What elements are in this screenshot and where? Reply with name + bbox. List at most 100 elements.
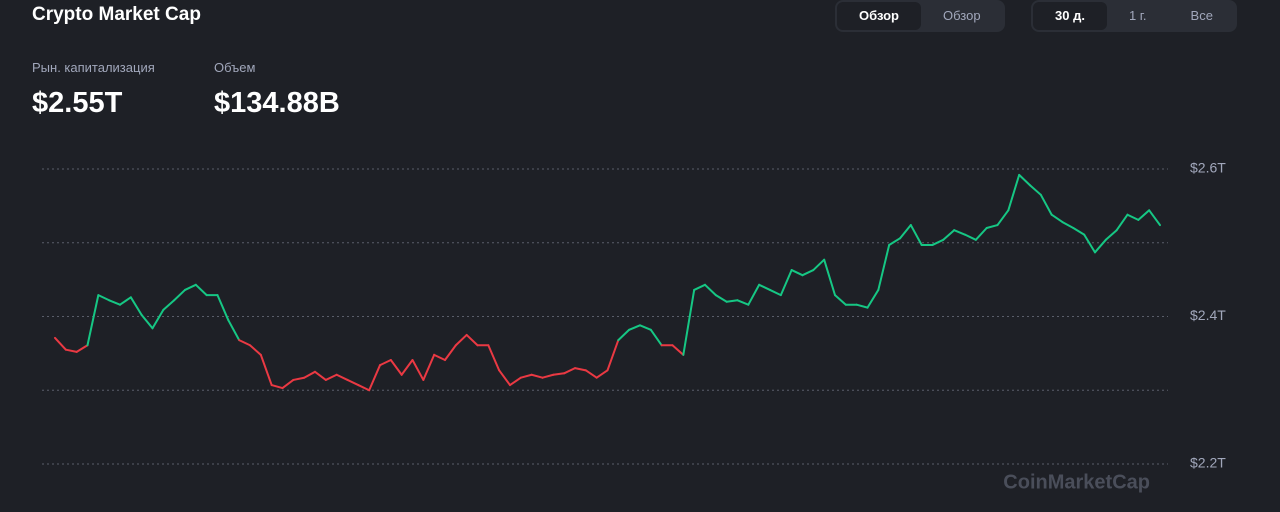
line-segment <box>1094 238 1107 254</box>
line-segment <box>97 294 111 302</box>
line-segment <box>238 339 251 347</box>
line-segment <box>129 296 143 317</box>
line-segment <box>281 378 295 390</box>
line-segment <box>314 370 327 381</box>
line-segment <box>1007 173 1021 212</box>
line-segment <box>823 258 836 297</box>
tab[interactable]: Обзор <box>943 8 981 23</box>
view-tabs: Обзор Обзор <box>835 0 1005 32</box>
line-segment <box>790 269 804 277</box>
line-segment <box>379 359 392 367</box>
line-segment <box>249 344 262 356</box>
stat-label: Рын. капитализация <box>32 60 155 75</box>
line-segment <box>227 319 241 342</box>
line-segment <box>1039 193 1053 216</box>
line-segment <box>584 369 598 379</box>
line-segment <box>855 303 869 309</box>
line-segment <box>563 367 576 375</box>
line-segment <box>1050 213 1064 224</box>
line-segment <box>162 299 176 311</box>
line-segment <box>1061 221 1075 229</box>
line-segment <box>454 333 468 347</box>
line-segment <box>335 373 349 381</box>
line-segment <box>682 288 696 356</box>
line-segment <box>400 359 414 376</box>
line-segment <box>411 359 425 381</box>
line-segment <box>346 378 360 387</box>
tab[interactable]: Все <box>1190 8 1213 23</box>
line-segment <box>639 324 652 331</box>
line-segment <box>541 373 555 379</box>
line-segment <box>1029 184 1042 196</box>
line-segment <box>747 283 761 306</box>
line-segment <box>54 336 67 351</box>
line-segment <box>259 353 273 387</box>
y-tick-label: $2.6T <box>1190 160 1226 176</box>
tab[interactable]: 30 д. <box>1033 2 1107 30</box>
line-segment <box>422 353 436 381</box>
line-segment <box>779 269 793 297</box>
line-segment <box>909 224 923 246</box>
stat-label: Объем <box>214 60 256 75</box>
line-segment <box>899 224 912 240</box>
tab[interactable]: 1 г. <box>1128 8 1147 23</box>
line-segment <box>606 339 620 372</box>
line-segment <box>216 294 230 322</box>
line-segment <box>996 209 1010 227</box>
line-segment <box>140 314 154 330</box>
line-segment <box>184 283 197 291</box>
line-segment <box>758 283 771 291</box>
line-segment <box>433 353 446 362</box>
line-segment <box>173 288 186 302</box>
line-segment <box>1115 213 1129 232</box>
y-tick-label: $2.2T <box>1190 455 1226 471</box>
line-segment <box>465 333 479 347</box>
line-segment <box>1148 209 1161 227</box>
line-segment <box>974 227 988 241</box>
line-segment <box>64 348 78 353</box>
line-segment <box>1137 209 1151 221</box>
line-segment <box>108 299 121 306</box>
range-tabs: 30 д. 1 г. Все <box>1031 0 1237 32</box>
line-segment <box>888 237 901 246</box>
line-segment <box>812 258 826 272</box>
stat-value: $134.88B <box>214 87 340 119</box>
line-segment <box>1104 229 1118 241</box>
line-segment <box>519 373 533 379</box>
line-segment <box>953 229 966 236</box>
line-segment <box>1072 227 1086 236</box>
line-segment <box>574 367 587 372</box>
y-tick-label: $2.4T <box>1190 307 1226 323</box>
line-segment <box>985 224 999 229</box>
line-segment <box>942 229 956 241</box>
line-segment <box>487 344 501 372</box>
line-segment <box>498 369 511 387</box>
line-segment <box>509 376 522 387</box>
line-segment <box>119 296 132 306</box>
line-segment <box>693 283 706 291</box>
tab[interactable]: Обзор <box>837 2 921 30</box>
line-segment <box>368 364 381 392</box>
watermark: CoinMarketCap <box>1003 471 1150 493</box>
line-segment <box>671 344 685 356</box>
line-segment <box>931 238 945 246</box>
line-segment <box>1083 233 1096 254</box>
line-segment <box>877 243 891 291</box>
line-segment <box>617 328 631 342</box>
line-segment <box>389 359 403 376</box>
line-segment <box>324 373 338 381</box>
line-segment <box>292 376 306 381</box>
line-segment <box>270 384 284 390</box>
line-segment <box>151 308 165 330</box>
line-segment <box>866 288 880 309</box>
title: Crypto Market Cap <box>32 4 201 25</box>
line-segment <box>75 344 89 353</box>
line-segment <box>552 372 566 376</box>
stat-value: $2.55T <box>32 87 123 119</box>
line-segment <box>964 233 977 241</box>
line-segment <box>444 344 457 362</box>
line-segment <box>86 294 100 347</box>
line-segment <box>769 288 782 297</box>
